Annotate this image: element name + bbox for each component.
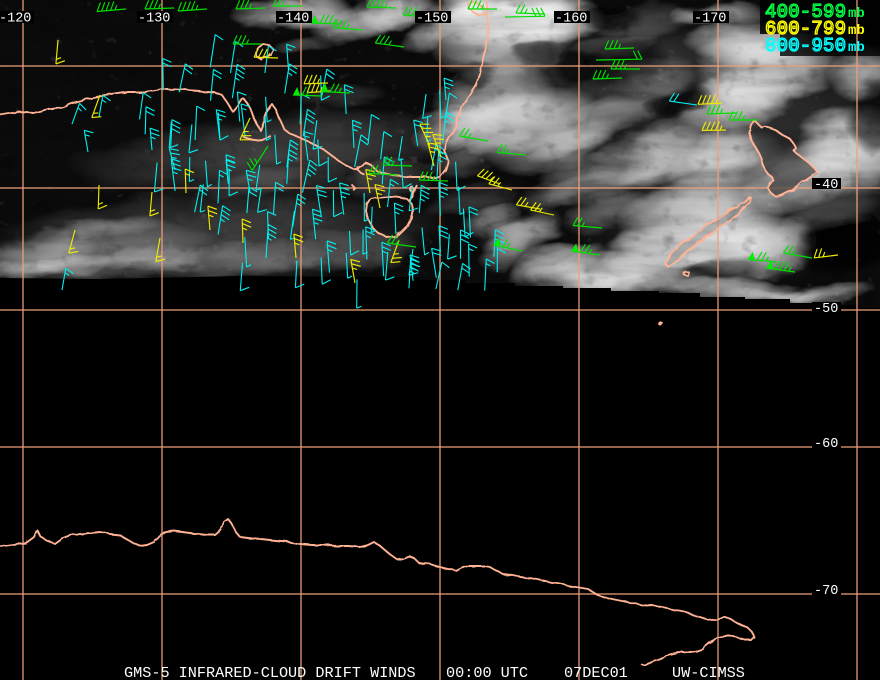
svg-text:-160: -160 — [555, 12, 587, 27]
svg-text:-60: -60 — [814, 437, 838, 452]
svg-text:GMS-5 INFRARED-CLOUD DRIFT WIN: GMS-5 INFRARED-CLOUD DRIFT WINDS — [124, 664, 416, 680]
svg-text:-170: -170 — [694, 12, 726, 27]
svg-text:-50: -50 — [814, 302, 838, 317]
svg-text:-130: -130 — [138, 12, 170, 27]
svg-text:400-599: 400-599 — [765, 1, 846, 23]
svg-text:00:00 UTC: 00:00 UTC — [446, 664, 528, 680]
svg-text:-40: -40 — [814, 178, 838, 193]
svg-text:-150: -150 — [416, 12, 448, 27]
svg-text:-70: -70 — [814, 584, 838, 599]
svg-text:07DEC01: 07DEC01 — [564, 664, 628, 680]
svg-text:600-799: 600-799 — [765, 18, 846, 40]
svg-text:mb: mb — [848, 23, 865, 39]
svg-text:800-950: 800-950 — [765, 35, 846, 57]
svg-text:-140: -140 — [277, 12, 309, 27]
svg-text:-120: -120 — [0, 12, 31, 27]
svg-text:mb: mb — [848, 6, 865, 22]
svg-text:mb: mb — [848, 40, 865, 56]
svg-text:UW-CIMSS: UW-CIMSS — [672, 664, 745, 680]
